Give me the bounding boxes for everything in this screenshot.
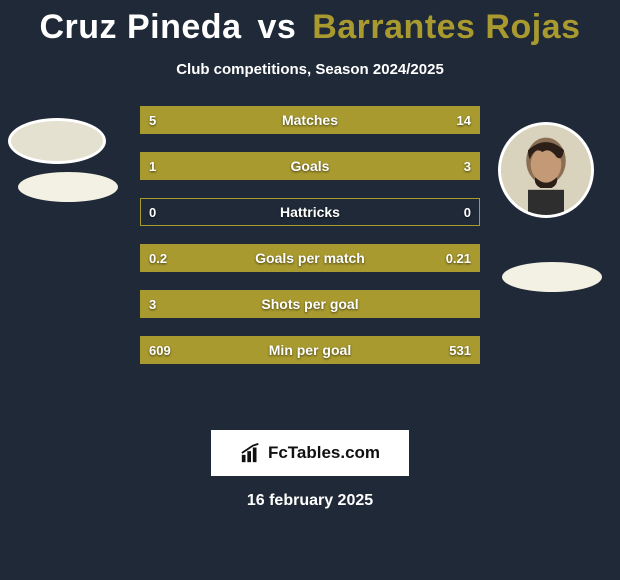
bar-label: Goals per match (141, 250, 479, 266)
portrait-icon (501, 125, 591, 215)
bar-value-right: 0.21 (446, 251, 471, 266)
bar-row-hattricks: 0 Hattricks 0 (140, 198, 480, 226)
branding-badge: FcTables.com (211, 430, 409, 476)
stats-bars: 5 Matches 14 1 Goals 3 0 Hattricks 0 0.2… (140, 106, 480, 364)
branding-text: FcTables.com (268, 443, 380, 463)
bar-row-matches: 5 Matches 14 (140, 106, 480, 134)
bar-row-shots-per-goal: 3 Shots per goal (140, 290, 480, 318)
bar-value-right: 531 (449, 343, 471, 358)
bar-row-goals-per-match: 0.2 Goals per match 0.21 (140, 244, 480, 272)
player2-name: Barrantes Rojas (312, 8, 580, 46)
player1-name: Cruz Pineda (40, 8, 242, 46)
comparison-title: Cruz Pineda vs Barrantes Rojas (0, 0, 620, 47)
bar-value-right: 3 (464, 159, 471, 174)
bar-value-right: 14 (457, 113, 471, 128)
bar-row-min-per-goal: 609 Min per goal 531 (140, 336, 480, 364)
player1-teamlogo (18, 172, 118, 202)
bar-row-goals: 1 Goals 3 (140, 152, 480, 180)
player2-avatar (498, 122, 594, 218)
player2-teamlogo (502, 262, 602, 292)
chart-area: 5 Matches 14 1 Goals 3 0 Hattricks 0 0.2… (0, 106, 620, 406)
bar-label: Matches (141, 112, 479, 128)
player1-avatar (8, 118, 106, 164)
subtitle: Club competitions, Season 2024/2025 (0, 61, 620, 78)
vs-text: vs (257, 8, 296, 46)
bar-label: Min per goal (141, 342, 479, 358)
bar-label: Goals (141, 158, 479, 174)
bar-value-right: 0 (464, 205, 471, 220)
bar-label: Shots per goal (141, 296, 479, 312)
bars-icon (240, 442, 262, 464)
bar-label: Hattricks (141, 204, 479, 220)
date-text: 16 february 2025 (0, 492, 620, 510)
